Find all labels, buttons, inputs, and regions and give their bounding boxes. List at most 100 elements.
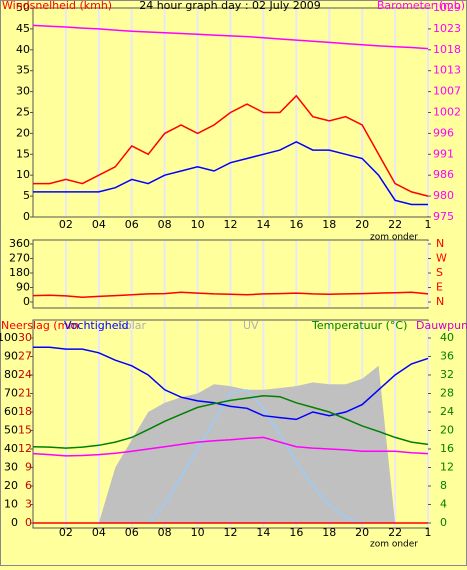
y-tick-label: 15 <box>16 147 30 160</box>
y2-tick-label: 0 <box>440 516 447 529</box>
y-tick-label: 45 <box>16 22 30 35</box>
y-tick-label: 30 <box>16 85 30 98</box>
line <box>32 24 429 50</box>
y2-tick-label: 1007 <box>433 85 461 98</box>
line <box>33 140 428 206</box>
x-tick-label: 18 <box>322 526 336 539</box>
y-tick-label: 10 <box>4 498 18 511</box>
y-tick-label: 5 <box>23 189 30 202</box>
line <box>32 395 429 449</box>
y-tick-label: 10 <box>16 168 30 181</box>
y2-tick-label: 991 <box>433 147 454 160</box>
y2-axis-title: Barometer (mb) <box>377 0 465 12</box>
x-tick-label: 08 <box>158 218 172 231</box>
line <box>32 291 429 298</box>
x-tick-label: 1 <box>425 526 432 539</box>
y-tick-label: 80 <box>4 368 18 381</box>
y-tick-label: 40 <box>16 43 30 56</box>
x-tick-label: 20 <box>355 218 369 231</box>
chart-title: 24 hour graph day : 02 July 2009 <box>139 0 321 12</box>
line <box>33 346 429 421</box>
x-tick-label: 10 <box>191 526 205 539</box>
x-tick-label: 08 <box>158 526 172 539</box>
series-name: Vochtigheid <box>64 319 129 332</box>
y-tick-label: 100 <box>0 331 18 344</box>
y2-tick-label: 1002 <box>433 106 461 119</box>
y-tick-label: 35 <box>16 64 30 77</box>
y2-tick-label: 1018 <box>433 43 461 56</box>
y2-tick-label: 1029 <box>433 1 461 14</box>
y2-tick-label: 12 <box>440 461 454 474</box>
x-tick-label: 12 <box>224 218 238 231</box>
y2-tick-label: 36 <box>440 350 454 363</box>
x-tick-label: 14 <box>256 526 270 539</box>
line <box>33 94 429 197</box>
x-tick-label: 22 <box>388 218 402 231</box>
y3-tick-label: 24 <box>18 368 32 381</box>
x-note: zom onder <box>370 540 418 550</box>
y-tick-label: 20 <box>16 126 30 139</box>
series-name: Dauwpunt <box>416 319 467 332</box>
x-tick-label: 22 <box>388 526 402 539</box>
series-name: Neerslag (mm <box>1 319 79 332</box>
y-tick-label: 20 <box>4 479 18 492</box>
line <box>147 388 363 524</box>
x-tick-label: 14 <box>256 218 270 231</box>
x-tick-label: 10 <box>191 218 205 231</box>
y2-tick-label: 32 <box>440 368 454 381</box>
y3-tick-label: 30 <box>18 331 32 344</box>
y3-tick-label: 12 <box>18 442 32 455</box>
y2-tick-label: 996 <box>433 126 454 139</box>
y3-tick-label: 27 <box>18 350 32 363</box>
x-tick-label: 16 <box>289 526 303 539</box>
y-tick-label: 0 <box>23 295 30 308</box>
y-tick-label: 90 <box>16 281 30 294</box>
x-tick-label: 1 <box>425 218 432 231</box>
y3-tick-label: 6 <box>25 479 32 492</box>
series-name: Temperatuur (°C) <box>311 319 407 332</box>
x-tick-label: 16 <box>289 218 303 231</box>
y3-tick-label: 3 <box>25 498 32 511</box>
x-tick-label: 20 <box>355 526 369 539</box>
y2-tick-label: 4 <box>440 498 447 511</box>
y2-tick-label: 980 <box>433 189 454 202</box>
y2-tick-label: 1013 <box>433 64 461 77</box>
y2-tick-label: 24 <box>440 405 454 418</box>
series-name: Solar <box>118 319 147 332</box>
y2-tick-label: 16 <box>440 442 454 455</box>
y3-tick-label: 18 <box>18 405 32 418</box>
y2-tick-label: 975 <box>433 210 454 223</box>
x-tick-label: 18 <box>322 218 336 231</box>
y-axis-title: Windsnelheid (kmh) <box>2 0 112 12</box>
y-tick-label: 40 <box>4 442 18 455</box>
y2-tick-label: E <box>436 281 443 294</box>
y-tick-label: 70 <box>4 387 18 400</box>
y-tick-label: 0 <box>11 516 18 529</box>
y3-tick-label: 21 <box>18 387 32 400</box>
y2-tick-label: 40 <box>440 331 454 344</box>
x-tick-label: 04 <box>92 218 106 231</box>
y2-tick-label: 20 <box>440 424 454 437</box>
y-tick-label: 30 <box>4 461 18 474</box>
area <box>33 365 428 523</box>
y2-tick-label: 28 <box>440 387 454 400</box>
y2-tick-label: W <box>436 252 447 265</box>
x-tick-label: 04 <box>92 526 106 539</box>
line <box>32 436 429 457</box>
series-name: UV <box>243 319 259 332</box>
y2-tick-label: N <box>436 237 444 250</box>
x-note: zom onder <box>370 233 418 243</box>
y2-tick-label: 986 <box>433 168 454 181</box>
y-tick-label: 180 <box>9 266 30 279</box>
x-tick-label: 02 <box>59 526 73 539</box>
y-tick-label: 50 <box>4 424 18 437</box>
x-tick-label: 06 <box>125 526 139 539</box>
y-tick-label: 0 <box>23 210 30 223</box>
y-tick-label: 60 <box>4 405 18 418</box>
y2-tick-label: S <box>436 266 443 279</box>
y-tick-label: 270 <box>9 252 30 265</box>
y-tick-label: 90 <box>4 350 18 363</box>
y3-tick-label: 0 <box>25 516 32 529</box>
y2-tick-label: 1023 <box>433 22 461 35</box>
